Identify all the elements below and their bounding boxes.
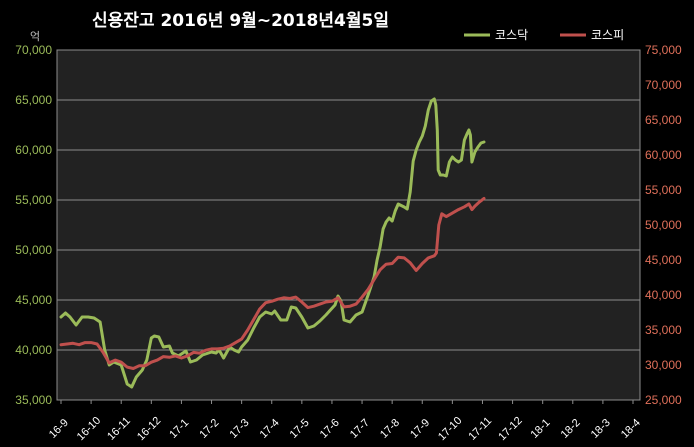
right-tick-label: 30,000: [645, 358, 682, 372]
plot-area: [56, 49, 641, 401]
right-tick-label: 65,000: [645, 113, 682, 127]
left-tick-label: 45,000: [15, 293, 52, 307]
series-line-kospi: [59, 196, 486, 370]
series-line-kosdaq: [59, 97, 486, 389]
legend-label-kosdaq: 코스닥: [495, 28, 528, 42]
left-axis-unit: 억: [30, 30, 40, 43]
right-tick-label: 60,000: [645, 148, 682, 162]
left-tick-label: 60,000: [15, 143, 52, 157]
right-axis-ticks: 25,000 30,000 35,000 40,000 45,000 50,000 55,0…: [645, 43, 682, 407]
left-tick-label: 40,000: [15, 343, 52, 357]
left-tick-label: 55,000: [15, 193, 52, 207]
series-lines: [59, 97, 486, 389]
left-tick-label: 35,000: [15, 393, 52, 407]
chart-title: 신용잔고 2016년 9월~2018년4월5일: [92, 11, 389, 31]
legend-label-kospi: 코스피: [591, 28, 624, 42]
left-axis-ticks: 35,000 40,000 45,000 50,000 55,000 60,000 65,0…: [15, 43, 52, 407]
right-tick-label: 45,000: [645, 253, 682, 267]
right-tick-label: 50,000: [645, 218, 682, 232]
left-tick-label: 50,000: [15, 243, 52, 257]
gridlines: [57, 99, 640, 351]
right-tick-label: 40,000: [645, 288, 682, 302]
left-tick-label: 65,000: [15, 93, 52, 107]
legend: 코스닥 코스피: [464, 28, 624, 42]
right-tick-label: 55,000: [645, 183, 682, 197]
right-tick-label: 70,000: [645, 78, 682, 92]
right-tick-label: 75,000: [645, 43, 682, 57]
right-tick-label: 25,000: [645, 393, 682, 407]
left-tick-label: 70,000: [15, 43, 52, 57]
right-tick-label: 35,000: [645, 323, 682, 337]
